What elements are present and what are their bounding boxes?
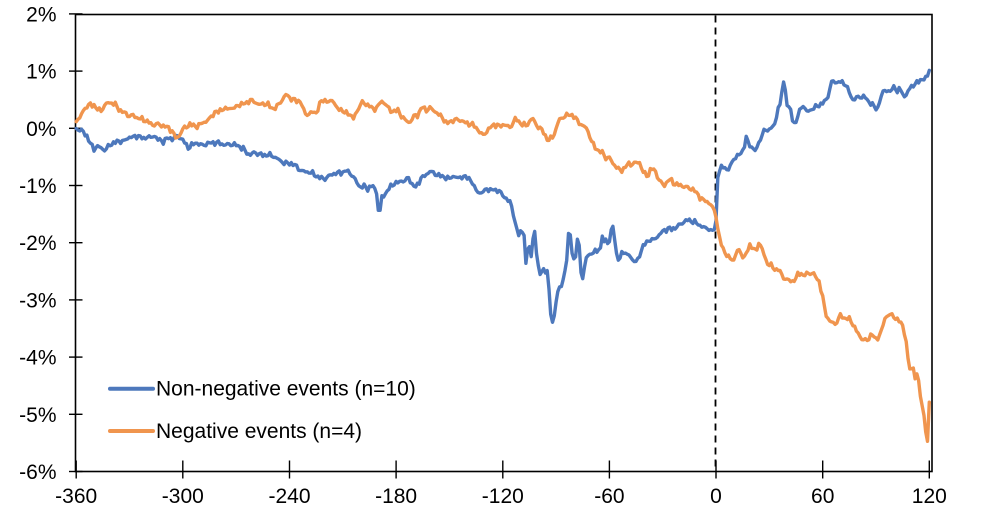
svg-text:2%: 2%	[26, 3, 56, 26]
svg-text:-360: -360	[55, 485, 97, 508]
svg-text:Negative events (n=4): Negative events (n=4)	[156, 420, 362, 443]
svg-text:60: 60	[811, 485, 834, 508]
svg-text:-180: -180	[375, 485, 417, 508]
svg-text:-6%: -6%	[19, 461, 56, 484]
svg-text:1%: 1%	[26, 61, 56, 84]
svg-text:Non-negative events (n=10): Non-negative events (n=10)	[156, 378, 416, 401]
svg-text:-5%: -5%	[19, 404, 56, 427]
svg-text:-60: -60	[594, 485, 624, 508]
svg-text:-1%: -1%	[19, 175, 56, 198]
svg-text:-120: -120	[482, 485, 524, 508]
svg-text:120: 120	[912, 485, 947, 508]
svg-text:0: 0	[710, 485, 722, 508]
svg-text:-2%: -2%	[19, 232, 56, 255]
svg-text:-4%: -4%	[19, 347, 56, 370]
svg-text:-300: -300	[162, 485, 204, 508]
svg-text:0%: 0%	[26, 118, 56, 141]
svg-text:-3%: -3%	[19, 289, 56, 312]
svg-text:-240: -240	[268, 485, 310, 508]
